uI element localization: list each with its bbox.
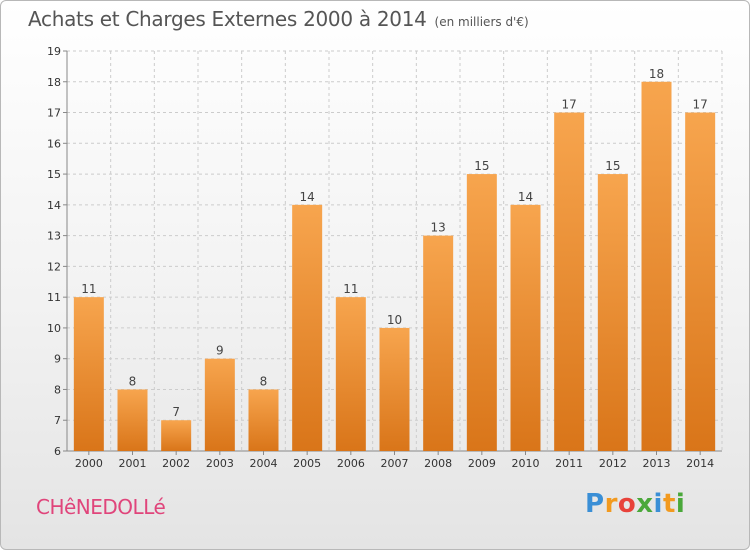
bar-value-label: 11 — [81, 282, 96, 296]
y-tick-label: 17 — [47, 107, 61, 120]
x-tick-label: 2012 — [599, 457, 627, 470]
y-tick-label: 14 — [47, 199, 61, 212]
logo-letter: P — [585, 489, 605, 519]
bar-value-label: 15 — [474, 159, 489, 173]
bar-value-label: 17 — [693, 98, 708, 112]
bar — [641, 81, 672, 452]
bar — [554, 112, 585, 452]
logo-letter: x — [636, 489, 654, 519]
x-tick-label: 2005 — [293, 457, 321, 470]
logo-letter: t — [662, 489, 676, 519]
y-tick-label: 10 — [47, 322, 61, 335]
bar — [379, 327, 410, 451]
x-tick-label: 2003 — [206, 457, 234, 470]
bar — [161, 420, 192, 451]
logo-letter: i — [653, 489, 663, 519]
x-tick-label: 2011 — [555, 457, 583, 470]
y-tick-label: 18 — [47, 76, 61, 89]
y-tick-label: 8 — [54, 383, 61, 396]
bar — [510, 204, 541, 451]
bar — [597, 174, 628, 452]
y-tick-label: 19 — [47, 45, 61, 58]
x-tick-label: 2008 — [424, 457, 452, 470]
bar-value-label: 11 — [343, 282, 358, 296]
bar-value-label: 7 — [172, 405, 180, 419]
bar-value-label: 18 — [649, 67, 664, 81]
bar-value-label: 8 — [129, 374, 137, 388]
x-tick-label: 2000 — [75, 457, 103, 470]
logo-letter: r — [604, 489, 618, 519]
chart-title-unit: (en milliers d'€) — [434, 15, 529, 29]
bar — [73, 297, 104, 451]
bar — [685, 112, 716, 452]
bar-value-label: 10 — [387, 313, 402, 327]
x-tick-label: 2010 — [512, 457, 540, 470]
bars — [73, 81, 716, 452]
x-tick-label: 2009 — [468, 457, 496, 470]
x-tick-label: 2002 — [162, 457, 190, 470]
y-tick-label: 6 — [54, 445, 61, 458]
logo-letter: i — [675, 489, 686, 519]
bar — [117, 389, 148, 451]
y-tick-label: 11 — [47, 291, 61, 304]
bar-value-label: 8 — [260, 374, 268, 388]
x-tick-label: 2007 — [381, 457, 409, 470]
bar-value-label: 9 — [216, 344, 224, 358]
y-tick-label: 13 — [47, 230, 61, 243]
y-tick-label: 12 — [47, 260, 61, 273]
bar — [204, 358, 235, 451]
bar — [423, 235, 454, 451]
chart-title-main: Achats et Charges Externes 2000 à 2014 — [28, 7, 427, 31]
bar — [248, 389, 279, 451]
labels: 11 8 7 9 8 14 11 10 13 15 14 17 15 18 17 — [81, 67, 708, 419]
place-name: CHêNEDOLLé — [36, 495, 166, 519]
bar — [335, 297, 366, 451]
bar-value-label: 13 — [431, 221, 446, 235]
bar — [466, 174, 497, 452]
x-tick-label: 2006 — [337, 457, 365, 470]
x-tick-label: 2004 — [250, 457, 278, 470]
proxiti-logo[interactable]: Proxiti — [585, 489, 685, 519]
y-tick-label: 15 — [47, 168, 61, 181]
x-tick-label: 2014 — [686, 457, 714, 470]
x-tick-label: 2013 — [643, 457, 671, 470]
chart-title: Achats et Charges Externes 2000 à 2014 (e… — [28, 7, 529, 31]
y-tick-label: 16 — [47, 137, 61, 150]
bar-value-label: 15 — [605, 159, 620, 173]
y-tick-label: 9 — [54, 353, 61, 366]
bar-value-label: 14 — [518, 190, 533, 204]
bar-value-label: 17 — [562, 98, 577, 112]
bar — [292, 204, 323, 451]
logo-letter: o — [617, 489, 637, 519]
x-tick-label: 2001 — [119, 457, 147, 470]
bar-value-label: 14 — [300, 190, 315, 204]
y-tick-label: 7 — [54, 414, 61, 427]
